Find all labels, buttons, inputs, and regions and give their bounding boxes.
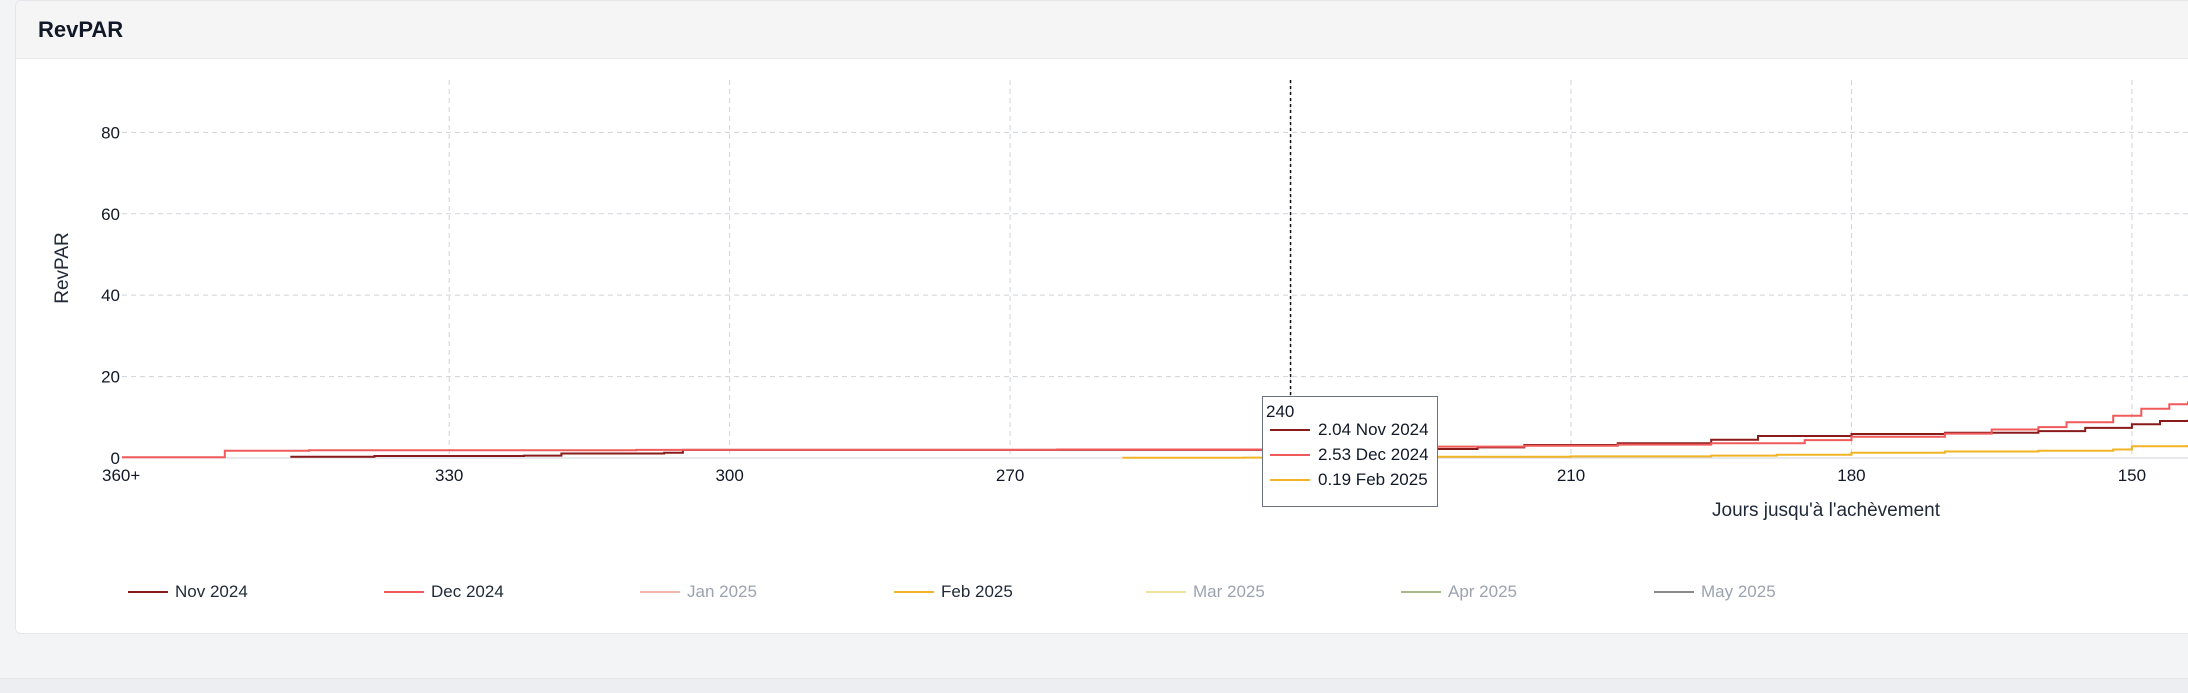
legend-item-feb-2025[interactable]: Feb 2025 (894, 582, 1013, 602)
tooltip-title: 240 (1266, 402, 1295, 421)
x-tick-label: 150 (2118, 466, 2146, 485)
y-tick-label: 80 (101, 123, 120, 142)
legend-label: Apr 2025 (1448, 582, 1517, 601)
chart-tooltip: 240 2.04 Nov 2024 2.53 Dec 2024 0.19 Feb… (1262, 396, 1438, 507)
y-tick-label: 60 (101, 205, 120, 224)
card-header: RevPAR (16, 1, 2188, 59)
series-line-dec-2024 (122, 401, 2188, 459)
tooltip-row-text: 2.53 Dec 2024 (1318, 445, 1429, 464)
y-tick-label: 40 (101, 286, 120, 305)
legend-swatch (1146, 591, 1186, 593)
y-tick-label: 20 (101, 368, 120, 387)
tooltip-row-dec-2024: 2.53 Dec 2024 (1270, 444, 1429, 466)
legend-item-dec-2024[interactable]: Dec 2024 (384, 582, 504, 602)
y-tick-label: 0 (111, 449, 120, 468)
legend-item-may-2025[interactable]: May 2025 (1654, 582, 1776, 602)
legend-item-apr-2025[interactable]: Apr 2025 (1401, 582, 1517, 602)
x-tick-label: 180 (1837, 466, 1865, 485)
x-tick-label: 210 (1557, 466, 1585, 485)
x-tick-label: 360+ (102, 466, 140, 485)
tooltip-row-text: 2.04 Nov 2024 (1318, 420, 1429, 439)
x-tick-label: 270 (996, 466, 1024, 485)
legend-swatch (384, 591, 424, 593)
legend-label: Jan 2025 (687, 582, 757, 601)
legend-label: Dec 2024 (431, 582, 504, 601)
legend-label: May 2025 (1701, 582, 1776, 601)
tooltip-swatch (1270, 479, 1310, 481)
next-card-edge (0, 678, 2188, 693)
x-tick-label: 330 (435, 466, 463, 485)
legend-swatch (128, 591, 168, 593)
legend-item-jan-2025[interactable]: Jan 2025 (640, 582, 757, 602)
legend-item-nov-2024[interactable]: Nov 2024 (128, 582, 248, 602)
tooltip-swatch (1270, 429, 1310, 431)
revpar-card: RevPAR (15, 0, 2188, 634)
card-title: RevPAR (38, 16, 124, 42)
legend-swatch (894, 591, 934, 593)
legend-swatch (640, 591, 680, 593)
tooltip-row-nov-2024: 2.04 Nov 2024 (1270, 419, 1429, 441)
legend-swatch (1401, 591, 1441, 593)
legend-swatch (1654, 591, 1694, 593)
x-tick-label: 300 (715, 466, 743, 485)
legend-item-mar-2025[interactable]: Mar 2025 (1146, 582, 1265, 602)
x-axis-title: Jours jusqu'à l'achèvement (1712, 500, 1941, 521)
legend-label: Feb 2025 (941, 582, 1013, 601)
tooltip-row-feb-2025: 0.19 Feb 2025 (1270, 469, 1428, 491)
y-axis-title: RevPAR (52, 232, 73, 303)
tooltip-row-text: 0.19 Feb 2025 (1318, 470, 1428, 489)
legend-label: Mar 2025 (1193, 582, 1265, 601)
tooltip-swatch (1270, 454, 1310, 456)
legend-label: Nov 2024 (175, 582, 248, 601)
